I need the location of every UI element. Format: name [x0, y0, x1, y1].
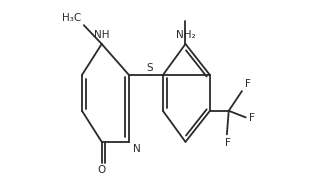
- Text: O: O: [98, 165, 106, 175]
- Text: F: F: [249, 113, 254, 123]
- Text: F: F: [225, 138, 231, 148]
- Text: NH₂: NH₂: [176, 30, 195, 40]
- Text: NH: NH: [94, 30, 109, 40]
- Text: H₃C: H₃C: [62, 13, 81, 23]
- Text: S: S: [147, 63, 153, 73]
- Text: F: F: [245, 79, 251, 89]
- Text: N: N: [133, 144, 140, 154]
